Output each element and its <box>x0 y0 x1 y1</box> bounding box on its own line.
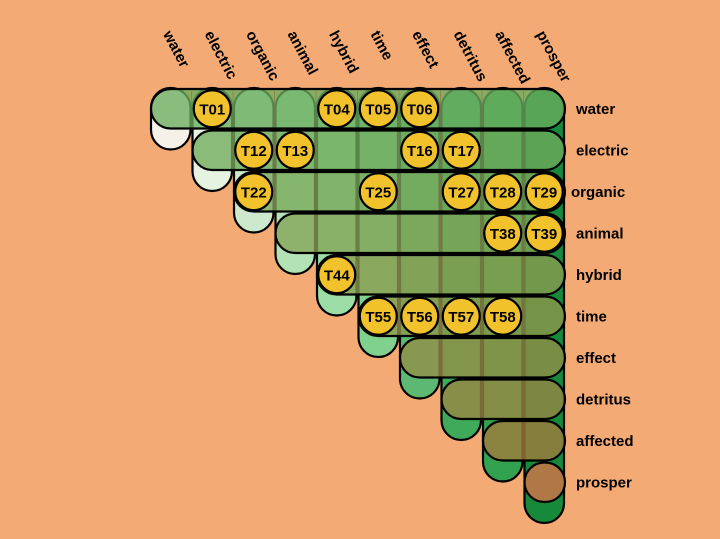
token-t27: T27 <box>443 173 480 210</box>
token-t13: T13 <box>277 132 314 169</box>
row-label-detritus: detritus <box>576 391 631 408</box>
token-t56: T56 <box>401 298 438 335</box>
token-t16: T16 <box>401 132 438 169</box>
token-t38: T38 <box>484 215 521 252</box>
token-label: T28 <box>490 184 516 201</box>
token-label: T29 <box>531 184 557 201</box>
token-t17: T17 <box>443 132 480 169</box>
token-t25: T25 <box>360 173 397 210</box>
row-label-time: time <box>576 308 607 325</box>
token-label: T13 <box>282 143 308 160</box>
column-label-effect: effect <box>408 28 442 71</box>
row-bar-detritus <box>442 380 566 420</box>
column-label-time: time <box>367 28 396 63</box>
token-label: T12 <box>241 143 267 160</box>
column-label-hybrid: hybrid <box>325 28 362 76</box>
token-label: T05 <box>365 101 391 118</box>
column-label-animal: animal <box>284 28 321 78</box>
row-label-affected: affected <box>576 433 634 450</box>
token-t58: T58 <box>484 298 521 335</box>
token-t05: T05 <box>360 90 397 127</box>
token-label: T56 <box>407 309 433 326</box>
token-label: T25 <box>365 184 391 201</box>
column-label-organic: organic <box>242 28 282 84</box>
row-bar-prosper <box>525 463 566 503</box>
row-label-animal: animal <box>576 225 624 242</box>
row-label-hybrid: hybrid <box>576 267 622 284</box>
token-label: T38 <box>490 226 516 243</box>
token-t44: T44 <box>318 256 355 293</box>
token-t29: T29 <box>526 173 563 210</box>
token-t39: T39 <box>526 215 563 252</box>
column-label-detritus: detritus <box>450 28 491 85</box>
token-t01: T01 <box>194 90 231 127</box>
token-t57: T57 <box>443 298 480 335</box>
token-t12: T12 <box>235 132 272 169</box>
token-label: T22 <box>241 184 267 201</box>
token-t04: T04 <box>318 90 355 127</box>
row-label-electric: electric <box>576 142 629 159</box>
token-label: T39 <box>531 226 557 243</box>
token-label: T27 <box>448 184 474 201</box>
token-t55: T55 <box>360 298 397 335</box>
token-label: T44 <box>324 267 351 284</box>
token-label: T04 <box>324 101 351 118</box>
token-t28: T28 <box>484 173 521 210</box>
column-labels: water electric organic animal hybrid time effe… <box>159 27 574 87</box>
column-label-affected: affected <box>491 28 533 87</box>
token-t22: T22 <box>235 173 272 210</box>
row-labels: water electric organic animal hybrid time effe… <box>571 101 634 492</box>
token-label: T57 <box>448 309 474 326</box>
token-label: T17 <box>448 143 474 160</box>
token-label: T06 <box>407 101 433 118</box>
token-label: T58 <box>490 309 516 326</box>
token-label: T55 <box>365 309 391 326</box>
token-t06: T06 <box>401 90 438 127</box>
token-label: T01 <box>199 101 225 118</box>
row-label-effect: effect <box>576 350 616 367</box>
column-label-electric: electric <box>201 28 241 82</box>
token-label: T16 <box>407 143 433 160</box>
row-label-prosper: prosper <box>576 474 632 491</box>
column-label-prosper: prosper <box>533 28 574 85</box>
row-label-organic: organic <box>571 184 625 201</box>
row-label-water: water <box>575 101 615 118</box>
column-label-water: water <box>159 27 193 71</box>
